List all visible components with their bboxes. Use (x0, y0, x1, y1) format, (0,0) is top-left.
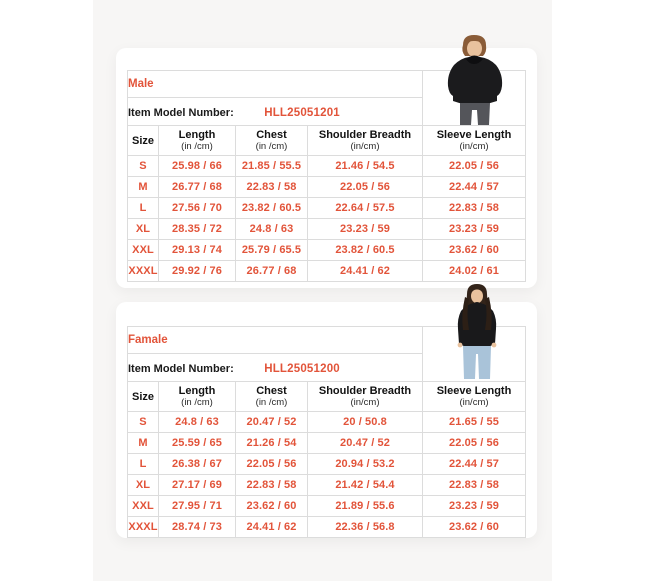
table-header-row: Size Length (in /cm) Chest (in /cm) Shou… (127, 381, 527, 412)
chest-cell: 23.62 / 60 (235, 495, 308, 517)
sleeve-cell: 22.83 / 58 (422, 197, 527, 219)
sleeve-cell: 22.05 / 56 (422, 432, 527, 454)
sleeve-cell: 23.23 / 59 (422, 218, 527, 240)
chest-cell: 24.8 / 63 (235, 218, 308, 240)
length-cell: 25.59 / 65 (158, 432, 236, 454)
item-model-number-label: Item Model Number: (128, 362, 234, 375)
male-size-table: Male Item Model Number: HLL25051201 Size… (126, 70, 527, 282)
size-cell: XXL (127, 495, 159, 517)
shoulder-cell: 20.94 / 53.2 (306, 453, 424, 475)
size-cell: XXXL (127, 516, 159, 538)
size-cell: M (127, 432, 159, 454)
chest-cell: 26.77 / 68 (235, 260, 308, 282)
gender-label: Male (126, 70, 424, 98)
table-row: XXXL 29.92 / 76 26.77 / 68 24.41 / 62 24… (127, 260, 527, 282)
column-header-shoulder-breadth: Shoulder Breadth (in/cm) (306, 381, 424, 412)
shoulder-cell: 23.23 / 59 (306, 218, 424, 240)
table-row: XL 27.17 / 69 22.83 / 58 21.42 / 54.4 22… (127, 474, 527, 496)
shoulder-cell: 22.64 / 57.5 (306, 197, 424, 219)
length-cell: 27.17 / 69 (158, 474, 236, 496)
item-model-number-value: HLL25051201 (264, 106, 340, 119)
table-row: S 24.8 / 63 20.47 / 52 20 / 50.8 21.65 /… (127, 411, 527, 433)
sleeve-cell: 22.44 / 57 (422, 453, 527, 475)
table-row: Item Model Number: HLL25051200 (126, 353, 526, 382)
column-header-size: Size (127, 381, 159, 412)
shoulder-cell: 21.46 / 54.5 (306, 155, 424, 177)
column-header-sleeve-length: Sleeve Length (in/cm) (422, 381, 527, 412)
size-cell: XXL (127, 239, 159, 261)
table-row: M 25.59 / 65 21.26 / 54 20.47 / 52 22.05… (127, 432, 527, 454)
sleeve-cell: 22.83 / 58 (422, 474, 527, 496)
chest-cell: 22.83 / 58 (235, 176, 308, 198)
chest-cell: 25.79 / 65.5 (235, 239, 308, 261)
table-row: XXL 27.95 / 71 23.62 / 60 21.89 / 55.6 2… (127, 495, 527, 517)
item-model-number-row: Item Model Number: HLL25051201 (126, 97, 424, 126)
length-cell: 27.56 / 70 (158, 197, 236, 219)
sleeve-cell: 24.02 / 61 (422, 260, 527, 282)
shoulder-cell: 20 / 50.8 (306, 411, 424, 433)
chest-cell: 22.05 / 56 (235, 453, 308, 475)
size-cell: XL (127, 218, 159, 240)
column-header-chest: Chest (in /cm) (235, 125, 308, 156)
table-row: M 26.77 / 68 22.83 / 58 22.05 / 56 22.44… (127, 176, 527, 198)
shoulder-cell: 22.36 / 56.8 (306, 516, 424, 538)
male-model-photo (447, 35, 503, 125)
sleeve-cell: 22.05 / 56 (422, 155, 527, 177)
size-cell: S (127, 411, 159, 433)
item-model-number-value: HLL25051200 (264, 362, 340, 375)
length-cell: 28.35 / 72 (158, 218, 236, 240)
shoulder-cell: 24.41 / 62 (306, 260, 424, 282)
sleeve-cell: 21.65 / 55 (422, 411, 527, 433)
table-row: XXL 29.13 / 74 25.79 / 65.5 23.82 / 60.5… (127, 239, 527, 261)
length-cell: 28.74 / 73 (158, 516, 236, 538)
gender-label: Famale (126, 326, 424, 354)
length-cell: 29.13 / 74 (158, 239, 236, 261)
column-header-length: Length (in /cm) (158, 381, 236, 412)
chest-cell: 23.82 / 60.5 (235, 197, 308, 219)
table-row: XXXL 28.74 / 73 24.41 / 62 22.36 / 56.8 … (127, 516, 527, 538)
size-cell: L (127, 453, 159, 475)
shoulder-cell: 22.05 / 56 (306, 176, 424, 198)
shoulder-cell: 23.82 / 60.5 (306, 239, 424, 261)
sleeve-cell: 23.62 / 60 (422, 516, 527, 538)
shoulder-cell: 21.42 / 54.4 (306, 474, 424, 496)
chest-cell: 22.83 / 58 (235, 474, 308, 496)
item-model-number-row: Item Model Number: HLL25051200 (126, 353, 424, 382)
sleeve-cell: 23.23 / 59 (422, 495, 527, 517)
column-header-length: Length (in /cm) (158, 125, 236, 156)
size-cell: S (127, 155, 159, 177)
chest-cell: 21.26 / 54 (235, 432, 308, 454)
shoulder-cell: 21.89 / 55.6 (306, 495, 424, 517)
table-row: XL 28.35 / 72 24.8 / 63 23.23 / 59 23.23… (127, 218, 527, 240)
table-row: S 25.98 / 66 21.85 / 55.5 21.46 / 54.5 2… (127, 155, 527, 177)
female-model-photo (457, 284, 497, 379)
column-header-size: Size (127, 125, 159, 156)
length-cell: 29.92 / 76 (158, 260, 236, 282)
length-cell: 24.8 / 63 (158, 411, 236, 433)
size-cell: M (127, 176, 159, 198)
column-header-chest: Chest (in /cm) (235, 381, 308, 412)
size-cell: XL (127, 474, 159, 496)
sleeve-cell: 23.62 / 60 (422, 239, 527, 261)
length-cell: 25.98 / 66 (158, 155, 236, 177)
column-header-sleeve-length: Sleeve Length (in/cm) (422, 125, 527, 156)
table-row: L 26.38 / 67 22.05 / 56 20.94 / 53.2 22.… (127, 453, 527, 475)
chest-cell: 24.41 / 62 (235, 516, 308, 538)
length-cell: 26.77 / 68 (158, 176, 236, 198)
chest-cell: 21.85 / 55.5 (235, 155, 308, 177)
table-header-row: Size Length (in /cm) Chest (in /cm) Shou… (127, 125, 527, 156)
size-cell: XXXL (127, 260, 159, 282)
item-model-number-label: Item Model Number: (128, 106, 234, 119)
sleeve-cell: 22.44 / 57 (422, 176, 527, 198)
shoulder-cell: 20.47 / 52 (306, 432, 424, 454)
chest-cell: 20.47 / 52 (235, 411, 308, 433)
length-cell: 26.38 / 67 (158, 453, 236, 475)
length-cell: 27.95 / 71 (158, 495, 236, 517)
column-header-shoulder-breadth: Shoulder Breadth (in/cm) (306, 125, 424, 156)
table-row: L 27.56 / 70 23.82 / 60.5 22.64 / 57.5 2… (127, 197, 527, 219)
size-cell: L (127, 197, 159, 219)
